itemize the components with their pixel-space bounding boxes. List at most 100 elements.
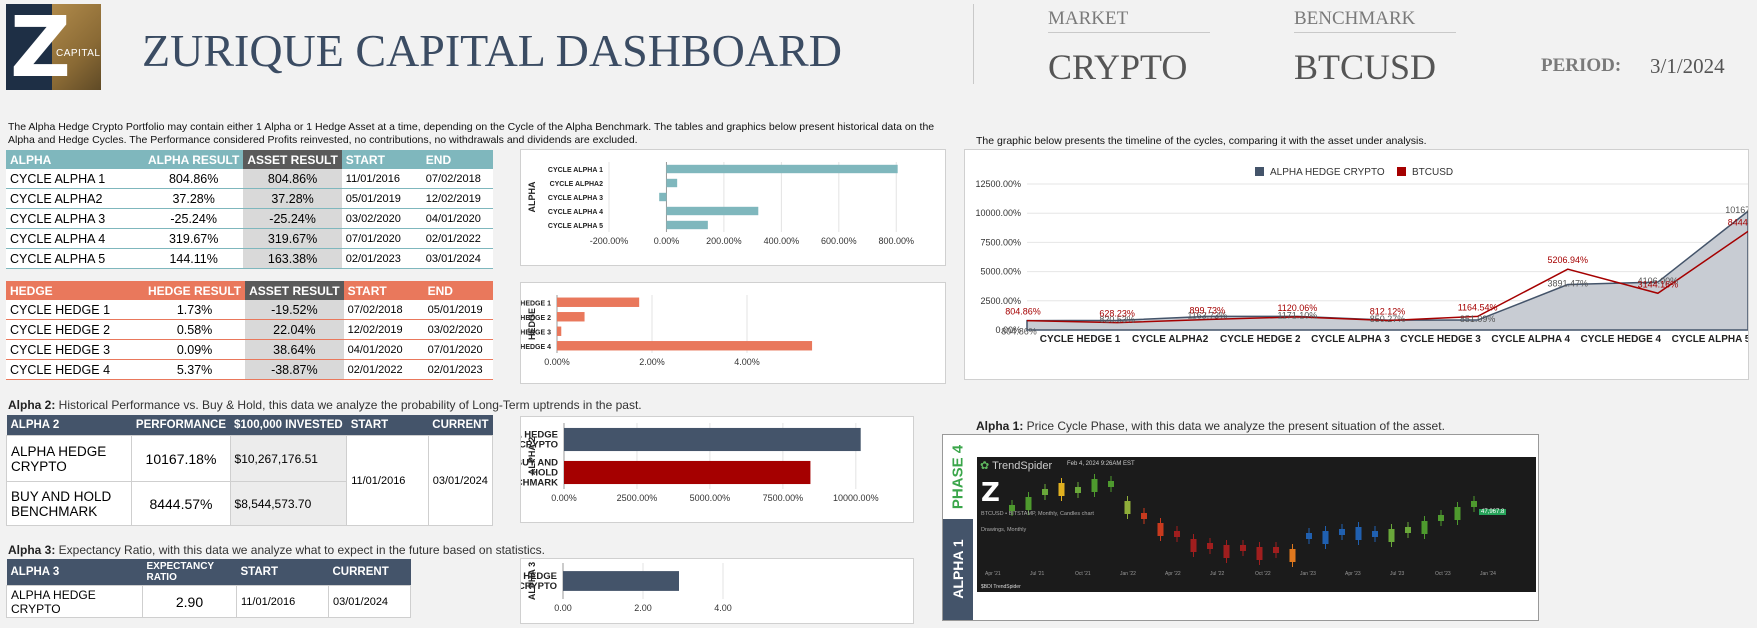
tick-label: 200.00% (706, 236, 742, 246)
x-category-label: CYCLE ALPHA 4 (1491, 334, 1570, 345)
alpha-result: 37.28% (144, 188, 244, 209)
asset-result: 37.28% (243, 188, 342, 209)
candle (1372, 531, 1378, 537)
alpha2-caption-text: Historical Performance vs. Buy & Hold, t… (55, 398, 642, 412)
alpha-hedge-data-label: 1171.10% (1277, 310, 1317, 320)
start-date: 11/01/2016 (346, 435, 429, 526)
chart-drawings: Drawings, Monthly (981, 527, 1027, 533)
start-header: START (341, 150, 422, 169)
cycle-name: CYCLE ALPHA 1 (6, 169, 144, 189)
timeline-chart-panel: ALPHA HEDGE CRYPTO BTCUSD 0.00% 2500.00% 500… (964, 149, 1757, 380)
asset-result: 22.04% (245, 319, 344, 340)
end-date: 02/01/2022 (421, 228, 493, 249)
tick-label: 2500.00% (617, 493, 658, 503)
x-category-label: CYCLE HEDGE 1 (1040, 334, 1121, 345)
header-divider (973, 4, 974, 84)
start-date: 05/01/2019 (341, 188, 422, 209)
candle (1058, 483, 1065, 496)
benchmark-underline (1294, 32, 1456, 33)
bar (557, 312, 585, 322)
y-tick-label: 12500.00% (975, 179, 1021, 189)
asset-result-header: ASSET RESULT (245, 281, 344, 300)
end-header: END (421, 150, 493, 169)
row-name: ALPHA HEDGE CRYPTO (6, 585, 143, 618)
asset-result: 38.64% (245, 339, 344, 360)
x-tick-label: Apr '22 (1165, 571, 1181, 577)
tick-label: 2.00% (639, 357, 665, 367)
candle (1091, 479, 1098, 492)
bar (659, 192, 667, 202)
candle (1322, 531, 1329, 544)
candle (1108, 481, 1114, 487)
timeline-description: The graphic below presents the timeline … (976, 135, 1427, 147)
hedge-header: HEDGE (6, 281, 144, 300)
candle (1207, 543, 1213, 549)
bar (666, 206, 759, 216)
phase-label: PHASE 4 (949, 444, 967, 510)
alpha1-caption-bold: Alpha 1: (976, 419, 1024, 433)
performance-header: PERFORMANCE (131, 415, 231, 436)
asset-result: 163.38% (243, 248, 342, 269)
start-date: 11/01/2016 (236, 585, 329, 618)
asset-result: 804.86% (243, 169, 342, 189)
candle (1388, 529, 1395, 542)
end-date: 02/01/2023 (423, 359, 493, 380)
alpha2-caption: Alpha 2: Historical Performance vs. Buy … (8, 398, 642, 412)
x-tick-label: Oct '21 (1075, 571, 1091, 577)
current-date: 03/01/2024 (328, 585, 411, 618)
candle (1075, 487, 1081, 493)
start-date: 04/01/2020 (343, 339, 424, 360)
table-row: CYCLE HEDGE 3 0.09% 38.64% 04/01/2020 07/01/… (6, 339, 493, 360)
btcusd-line (1026, 230, 1749, 324)
candle (1339, 529, 1345, 535)
row-name: ALPHA HEDGE CRYPTO (5, 435, 133, 482)
alpha-hedge-data-label: 851.09% (1460, 314, 1496, 324)
current-header: CURRENT (428, 415, 493, 436)
tick-label: 0.00% (544, 357, 570, 367)
expectancy-value: 2.90 (142, 585, 237, 618)
alpha-hedge-data-label: 1163.73% (1187, 310, 1227, 320)
legend-swatch (1255, 167, 1264, 176)
start-date: 07/02/2018 (343, 300, 424, 320)
cycle-name: CYCLE ALPHA2 (6, 188, 144, 209)
btcusd-data-label: 3144.16% (1638, 279, 1679, 289)
end-date: 05/01/2019 (423, 300, 493, 320)
btcusd-data-label: 899.73% (1189, 305, 1225, 315)
start-date: 07/01/2020 (341, 228, 422, 249)
alpha-hedge-data-label: 820.53% (1099, 314, 1135, 324)
candle (1454, 507, 1461, 520)
tick-label: 4.00% (734, 357, 760, 367)
x-category-label: CYCLE HEDGE 3 (1400, 334, 1481, 345)
trendspider-name: TrendSpider (992, 460, 1053, 472)
candle (1405, 527, 1411, 533)
hedge-result: 0.09% (144, 339, 246, 360)
alpha3-header: ALPHA 3 (6, 559, 143, 586)
hedge-table: HEDGE HEDGE RESULT ASSET RESULT START EN… (6, 281, 493, 380)
alpha-hedge-data-label: 850.27% (1370, 314, 1406, 324)
candle (1289, 549, 1296, 562)
zurique-logo: Z CAPITAL (6, 4, 101, 90)
candle (1174, 531, 1180, 537)
alpha-result: 319.67% (144, 228, 244, 249)
hedge-result: 1.73% (144, 300, 246, 320)
bar (557, 326, 562, 336)
hedge-result: 5.37% (144, 359, 246, 380)
category-label: CYCLE ALPHA 3 (548, 195, 603, 202)
end-date: 03/02/2020 (423, 319, 493, 340)
benchmark-value: BTCUSD (1294, 47, 1437, 87)
tick-label: 5000.00% (690, 493, 731, 503)
candle (1190, 539, 1197, 552)
legend-label: BTCUSD (1412, 167, 1453, 178)
invested-header: $100,000 INVESTED (230, 415, 347, 436)
performance-value: 10167.18% (131, 435, 231, 482)
y-tick-label: 2500.00% (980, 296, 1021, 306)
btcusd-data-label: 628.23% (1099, 309, 1135, 319)
alpha1-label: ALPHA 1 (950, 539, 966, 599)
alpha-header: ALPHA (6, 150, 144, 169)
candle (1157, 523, 1164, 536)
category-label: CRYPTO (521, 440, 558, 451)
alpha1-caption-text: Price Cycle Phase, with this data we ana… (1023, 419, 1445, 433)
legend-swatch (1397, 167, 1406, 176)
table-row: CYCLE HEDGE 4 5.37% -38.87% 02/01/2022 02/01… (6, 359, 493, 380)
btcusd-data-label: 1164.54% (1458, 302, 1498, 312)
